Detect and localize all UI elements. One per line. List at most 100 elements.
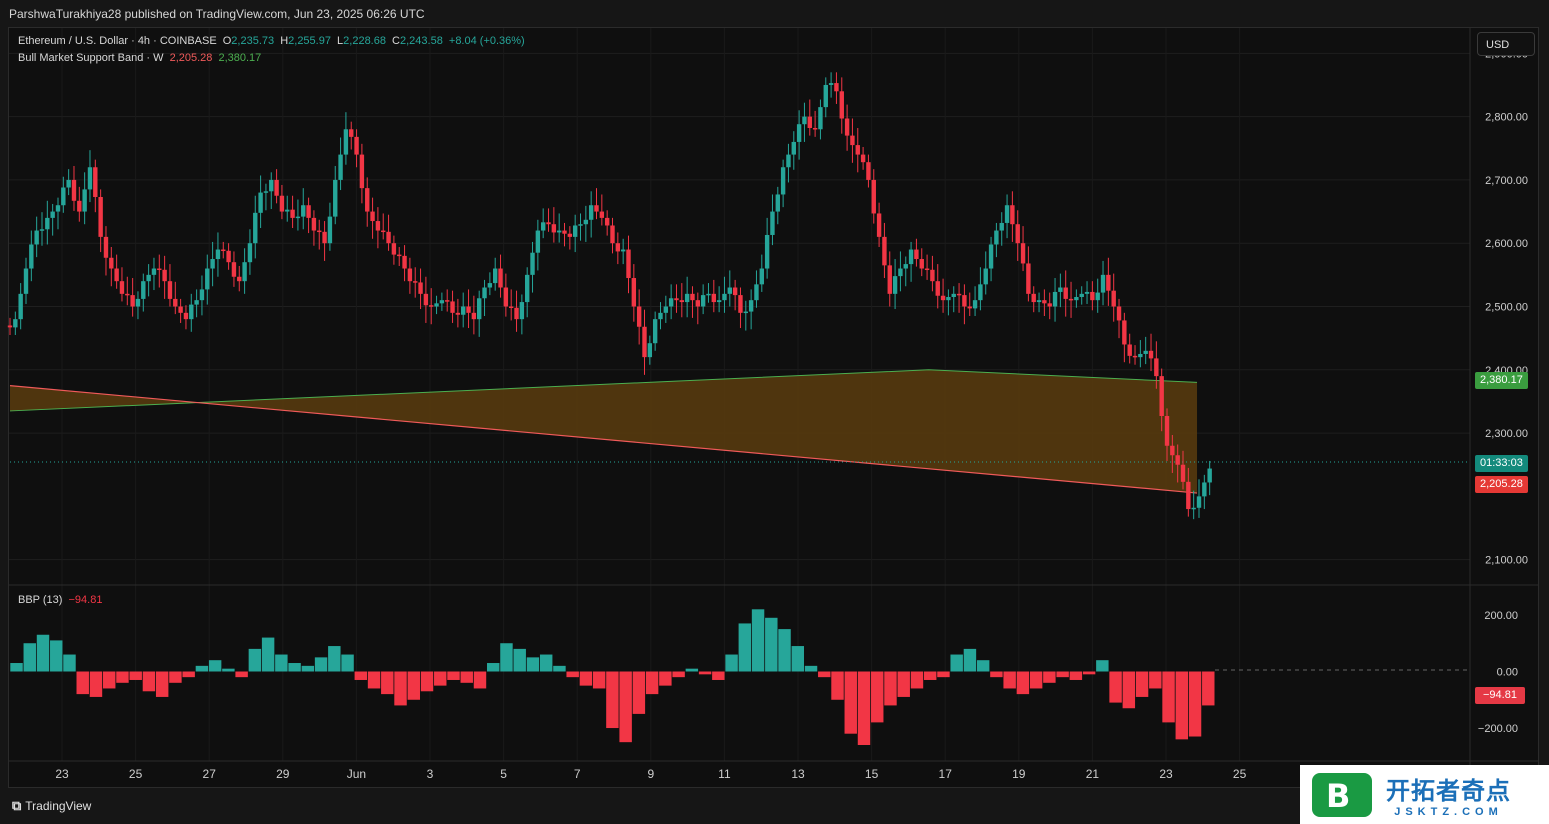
- bbp-bar: [804, 665, 818, 672]
- candle-body: [1148, 350, 1154, 359]
- candle-body: [770, 211, 775, 235]
- time-tick-label: 29: [276, 767, 290, 781]
- candle-body: [1170, 445, 1175, 456]
- candle-body: [439, 300, 445, 304]
- candle-body: [615, 243, 621, 252]
- candle-body: [818, 107, 823, 130]
- bbp-bar: [460, 671, 473, 683]
- symbol-legend[interactable]: Ethereum / U.S. Dollar · 4h · COINBASE O…: [18, 35, 528, 47]
- candle-body: [914, 249, 919, 260]
- candle-body: [205, 268, 210, 290]
- bbp-bar: [685, 668, 699, 672]
- candle-body: [754, 284, 759, 301]
- candle-body: [994, 230, 999, 245]
- bbp-axis: 200.00 0.00 −200.00: [1478, 610, 1518, 735]
- candle-body: [514, 307, 519, 320]
- candle-body: [487, 283, 493, 288]
- band-low-value: 2,205.28: [169, 52, 213, 64]
- candle-body: [828, 83, 834, 85]
- candle-body: [1138, 353, 1143, 358]
- candle-body: [210, 259, 215, 269]
- candle-body: [135, 298, 141, 307]
- bbp-bar: [751, 609, 765, 672]
- time-tick-label: 25: [129, 767, 143, 781]
- candle-body: [157, 268, 162, 271]
- band-high-value: 2,380.17: [218, 52, 262, 64]
- bbp-bar: [963, 648, 977, 672]
- candle-body: [55, 205, 61, 212]
- close-value: 2,243.58: [400, 35, 443, 47]
- candle-body: [1004, 205, 1010, 223]
- candle-body: [530, 252, 535, 275]
- candle-body: [434, 303, 439, 307]
- candle-body: [1154, 358, 1159, 377]
- tradingview-logo-icon: ⧉: [12, 798, 22, 813]
- candle-body: [791, 141, 796, 155]
- bbp-bar: [791, 646, 805, 672]
- currency-button[interactable]: USD: [1477, 32, 1535, 56]
- time-tick-label: 19: [1012, 767, 1026, 781]
- candle-body: [1116, 306, 1122, 321]
- watermark: B 开拓者奇点 JSKTZ.COM: [1300, 765, 1549, 824]
- candle-body: [599, 211, 605, 218]
- candle-body: [535, 230, 541, 253]
- candle-body: [668, 298, 674, 307]
- candle-body: [1164, 416, 1170, 446]
- candle-body: [802, 116, 807, 125]
- candle-body: [295, 216, 301, 219]
- bbp-bar: [354, 671, 368, 680]
- watermark-en: JSKTZ.COM: [1394, 806, 1503, 818]
- bbp-bar: [50, 640, 63, 672]
- publisher-header: ParshwaTurakhiya28 published on TradingV…: [9, 7, 425, 21]
- bbp-bar: [539, 654, 553, 672]
- candle-body: [839, 91, 844, 119]
- high-label: H: [280, 35, 289, 47]
- bbp-bar: [328, 646, 341, 672]
- candle-body: [578, 224, 583, 226]
- bbp-bar: [434, 671, 447, 686]
- candle-body: [722, 293, 727, 301]
- candle-body: [317, 230, 322, 233]
- bbp-bar: [831, 671, 844, 700]
- bbp-legend[interactable]: BBP (13) −94.81: [18, 594, 105, 606]
- candle-body: [1063, 287, 1068, 299]
- candle-body: [674, 298, 679, 301]
- candle-body: [594, 205, 599, 212]
- time-tick-label: 25: [1233, 767, 1247, 781]
- candle-body: [343, 129, 349, 155]
- bbp-bar: [937, 671, 950, 678]
- bbp-bar: [473, 671, 487, 689]
- candle-body: [391, 243, 397, 255]
- candle-body: [237, 276, 242, 282]
- tradingview-footer[interactable]: ⧉ TradingView: [12, 798, 91, 814]
- bbp-bar: [367, 671, 381, 689]
- candle-body: [636, 306, 642, 327]
- band-legend[interactable]: Bull Market Support Band · W 2,205.28 2,…: [18, 52, 264, 64]
- candle-body: [1058, 287, 1063, 292]
- candle-body: [39, 229, 45, 231]
- bbp-bar: [526, 657, 540, 672]
- candle-body: [103, 236, 109, 258]
- candle-body: [82, 189, 87, 212]
- candle-body: [1186, 481, 1191, 510]
- bbp-bar: [592, 671, 606, 689]
- candle-body: [748, 300, 754, 312]
- candle-body: [855, 145, 860, 155]
- bbp-bar: [1162, 671, 1175, 723]
- time-tick-label: 15: [865, 767, 879, 781]
- bbp-bar: [500, 643, 513, 672]
- candle-body: [141, 281, 146, 299]
- candle-body: [418, 282, 423, 294]
- candle-body: [7, 325, 13, 328]
- candle-body: [178, 306, 183, 313]
- candle-body: [935, 281, 940, 296]
- bbp-bar: [394, 671, 407, 706]
- candle-body: [716, 300, 722, 303]
- candle-body: [492, 268, 498, 284]
- watermark-logo-icon: B: [1312, 772, 1372, 817]
- candle-body: [807, 116, 812, 129]
- candle-body: [1084, 291, 1090, 294]
- candle-body: [183, 312, 189, 320]
- candle-body: [413, 281, 418, 283]
